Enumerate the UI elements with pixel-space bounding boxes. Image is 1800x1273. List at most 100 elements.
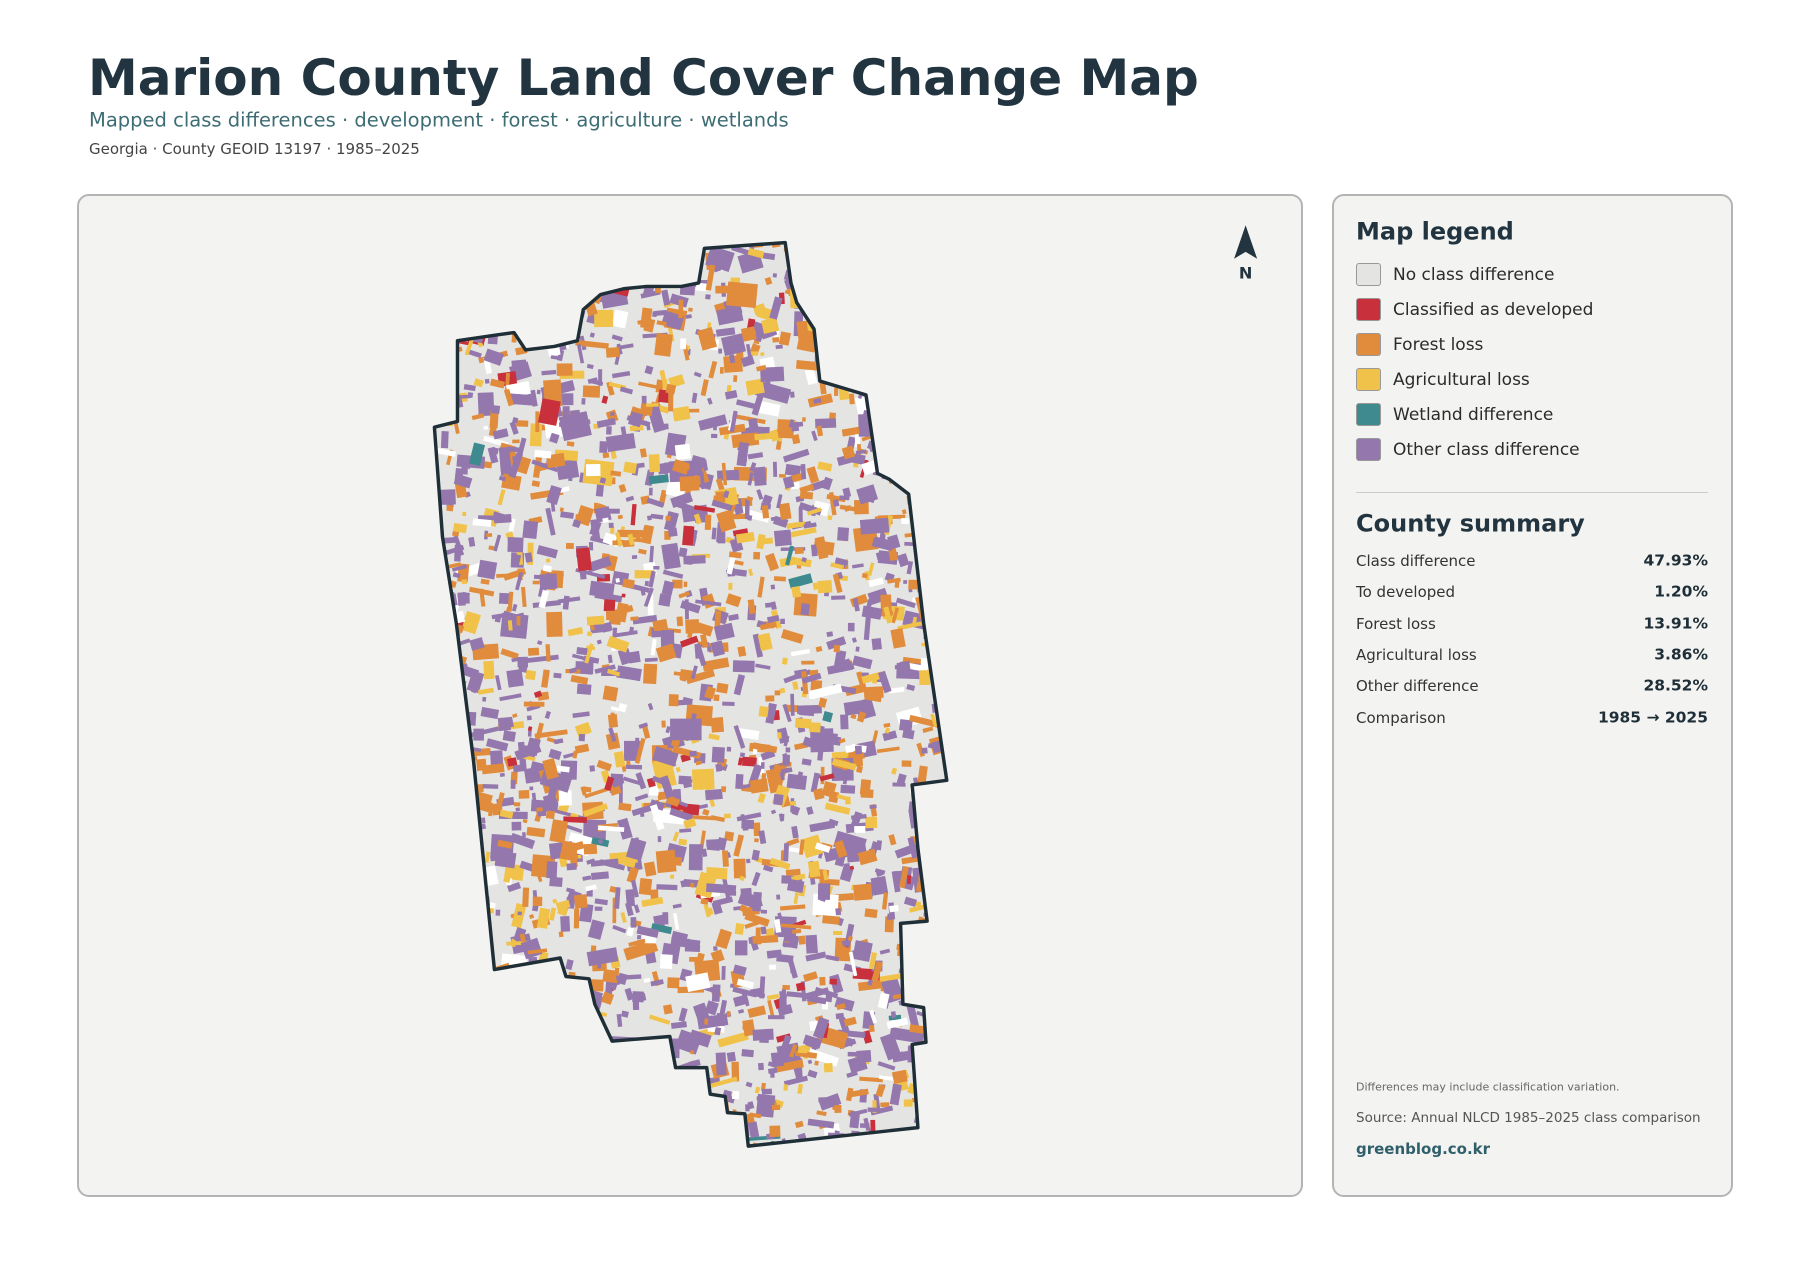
patch	[477, 246, 495, 258]
patch	[500, 1026, 512, 1039]
patch	[848, 951, 858, 977]
patch	[859, 365, 865, 371]
patch	[700, 898, 709, 906]
patch	[543, 1151, 551, 1166]
patch	[640, 588, 646, 596]
patch	[760, 749, 776, 761]
patch	[460, 1033, 468, 1051]
patch	[586, 889, 593, 897]
patch	[871, 637, 882, 651]
patch	[764, 552, 780, 572]
patch	[689, 957, 698, 962]
patch	[801, 557, 807, 563]
patch	[617, 1132, 639, 1147]
patch	[780, 923, 812, 930]
patch	[765, 602, 772, 608]
patch	[683, 555, 706, 565]
patch	[909, 364, 914, 370]
patch	[627, 1067, 654, 1074]
patch	[457, 978, 466, 993]
patch	[581, 398, 586, 405]
patch	[471, 1125, 477, 1131]
patch	[923, 490, 935, 502]
patch	[879, 1032, 902, 1061]
patch	[921, 747, 928, 754]
patch	[816, 245, 844, 261]
patch	[507, 882, 522, 893]
patch	[510, 1073, 527, 1086]
patch	[512, 439, 520, 444]
patch	[903, 1099, 913, 1107]
legend-swatch	[1356, 333, 1381, 356]
patch	[630, 616, 639, 621]
legend-swatch	[1356, 263, 1381, 286]
patch	[483, 660, 495, 680]
patch	[809, 691, 816, 700]
patch	[615, 269, 624, 275]
patch	[558, 419, 591, 427]
patch	[467, 242, 478, 251]
patch	[519, 933, 526, 943]
patch	[563, 816, 587, 823]
side-panel	[1332, 194, 1733, 1197]
patch	[617, 1054, 628, 1062]
patch	[655, 254, 685, 265]
patch	[795, 982, 806, 992]
patch	[471, 1135, 490, 1147]
patch	[938, 1049, 947, 1063]
patch	[765, 695, 775, 702]
patch	[666, 265, 680, 273]
patch	[832, 573, 843, 594]
patch	[822, 711, 834, 723]
patch	[752, 303, 767, 316]
patch	[725, 593, 742, 608]
summary-label: Forest loss	[1356, 614, 1436, 633]
patch	[879, 973, 903, 982]
patch	[884, 727, 891, 734]
legend-swatch	[1356, 298, 1381, 321]
patch	[902, 728, 915, 740]
patch	[455, 1049, 470, 1061]
patch	[442, 820, 467, 831]
patch	[892, 354, 903, 363]
patch	[782, 984, 790, 990]
patch	[851, 305, 857, 313]
patch	[576, 343, 585, 364]
patch	[942, 560, 947, 578]
patch	[853, 306, 862, 314]
patch	[434, 556, 439, 563]
patch	[477, 687, 495, 695]
patch	[912, 435, 923, 442]
patch	[861, 605, 883, 620]
patch	[425, 1081, 433, 1095]
patch	[830, 350, 840, 359]
patch	[711, 984, 721, 1002]
patch	[913, 1132, 923, 1147]
patch	[726, 1010, 731, 1018]
patch	[483, 348, 505, 366]
patch	[723, 433, 730, 440]
patch	[626, 866, 639, 884]
patch	[903, 428, 915, 443]
patch	[835, 1012, 845, 1020]
patch	[704, 514, 712, 530]
patch	[650, 513, 664, 520]
patch	[465, 961, 474, 968]
patch	[951, 844, 968, 851]
patch	[437, 1132, 447, 1138]
patch	[720, 333, 747, 357]
patch	[625, 764, 643, 770]
patch	[950, 726, 957, 740]
patch	[539, 1065, 571, 1078]
patch	[863, 686, 884, 699]
patch	[542, 1128, 548, 1139]
patch	[493, 513, 512, 524]
patch	[706, 840, 721, 851]
patch	[656, 1092, 679, 1105]
link[interactable]: greenblog.co.kr	[1356, 1140, 1491, 1158]
patch	[434, 848, 444, 859]
patch	[829, 343, 842, 352]
patch	[658, 1127, 678, 1140]
patch	[447, 1099, 470, 1110]
patch	[566, 862, 577, 871]
